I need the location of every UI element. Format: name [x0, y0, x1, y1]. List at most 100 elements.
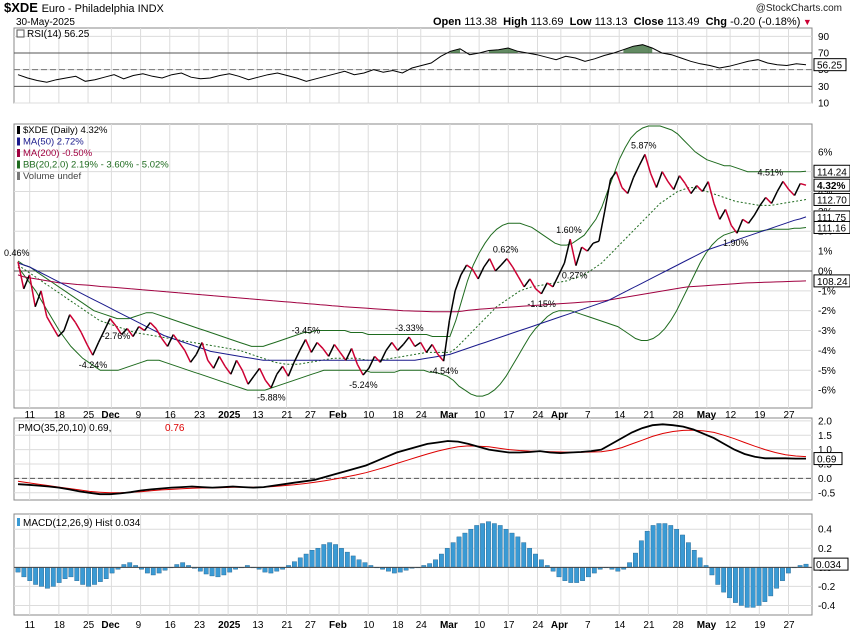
macd-hist-bar	[674, 529, 680, 568]
price-right-tag	[813, 274, 850, 288]
price-segment	[512, 266, 520, 278]
macd-tick-label: -0.2	[818, 582, 836, 593]
price-segment	[23, 274, 31, 290]
macd-hist-bar	[21, 567, 27, 578]
macd-hist-bar	[297, 557, 303, 568]
macd-hist-bar	[750, 567, 756, 608]
macd-hist-bar	[80, 567, 86, 585]
price-segment	[442, 320, 451, 362]
price-segment	[569, 239, 577, 266]
macd-last-value-tag	[813, 557, 849, 571]
macd-x-label: 19	[754, 620, 766, 631]
ma50-line	[17, 216, 807, 361]
price-segment	[270, 373, 278, 389]
low-value: 113.13	[594, 16, 628, 28]
macd-hist-bar	[350, 555, 356, 568]
chart-date: 30-May-2025	[16, 17, 75, 28]
price-x-label: 7	[585, 410, 591, 421]
macd-x-label: 25	[83, 620, 95, 631]
macd-hist-bar	[92, 567, 97, 585]
price-segment	[609, 171, 617, 181]
bb-middle-line	[17, 187, 807, 365]
macd-hist-bar	[327, 542, 333, 568]
price-segment	[592, 240, 600, 244]
price-segment	[264, 379, 272, 389]
macd-hist-bar	[333, 544, 338, 568]
macd-hist-bar	[433, 559, 438, 568]
pmo-legend-signal: 0.76	[165, 423, 185, 434]
volume-legend-label: Volume undef	[23, 171, 81, 182]
macd-hist-bar	[486, 521, 491, 568]
price-segment	[293, 350, 301, 363]
price-x-label: May	[697, 410, 717, 421]
price-segment	[408, 336, 416, 347]
low-label: Low	[569, 16, 592, 28]
macd-hist-bar	[780, 567, 785, 581]
price-x-label: Feb	[329, 410, 347, 421]
watermark: @StockCharts.com	[755, 3, 842, 14]
price-annotation: -5.24%	[349, 380, 378, 390]
price-segment	[28, 274, 36, 307]
price-segment	[149, 322, 157, 330]
price-segment	[759, 197, 767, 206]
price-segment	[368, 356, 376, 369]
rsi-legend-box	[16, 29, 25, 38]
pmo-signal-line	[17, 429, 807, 494]
price-segment	[276, 365, 284, 375]
price-segment	[138, 325, 145, 332]
price-segment	[97, 330, 105, 343]
macd-hist-bar	[733, 567, 738, 603]
price-segment	[535, 288, 542, 295]
macd-hist-bar	[74, 567, 80, 581]
macd-hist-bar	[156, 567, 162, 574]
price-segment	[793, 183, 801, 196]
price-segment	[414, 341, 422, 348]
price-segment	[730, 224, 738, 234]
price-segment	[546, 282, 554, 288]
price-segment	[143, 322, 151, 331]
macd-hist-bar	[86, 567, 91, 587]
macd-hist-bar	[362, 562, 368, 568]
ma200-line	[17, 274, 807, 313]
price-segment	[523, 278, 531, 288]
macd-hist-bar	[691, 550, 697, 568]
price-segment	[374, 355, 381, 363]
macd-hist-bar	[315, 548, 321, 568]
price-segment	[667, 181, 675, 190]
price-segment	[736, 219, 744, 234]
price-segment	[765, 196, 773, 204]
price-x-label: 10	[474, 410, 486, 421]
macd-hist-bar	[303, 553, 309, 568]
macd-hist-bar	[386, 567, 391, 572]
price-segment	[34, 290, 42, 307]
price-segment	[310, 342, 318, 353]
price-annotation: -3.33%	[395, 323, 424, 333]
price-right-tag-label: 108.24	[817, 277, 848, 288]
price-segment	[431, 344, 439, 355]
macd-hist-bar	[33, 567, 39, 585]
price-right-tag-label: 111.75	[817, 213, 847, 224]
macd-hist-bar	[56, 567, 62, 583]
price-tick-label: -4%	[818, 346, 836, 357]
price-segment	[235, 359, 243, 371]
chg-value: -0.20 (-0.18%)	[730, 16, 801, 28]
panel-frame-pmo	[13, 417, 813, 501]
price-x-label: 21	[643, 410, 655, 421]
macd-hist-bar	[662, 523, 668, 568]
price-segment	[155, 328, 163, 339]
price-segment	[345, 348, 353, 361]
close-label: Close	[633, 16, 664, 28]
price-segment	[719, 209, 727, 220]
macd-hist-bar	[391, 567, 397, 574]
macd-x-label: 18	[392, 620, 404, 631]
pmo-last-value-tag	[813, 452, 843, 466]
price-segment	[448, 290, 456, 321]
bb-lower-line	[17, 227, 807, 397]
macd-x-label: 14	[614, 620, 626, 631]
price-segment	[460, 264, 468, 276]
macd-tick-label: -0.4	[818, 601, 836, 612]
price-x-label: 21	[282, 410, 294, 421]
price-segment	[621, 187, 629, 195]
macd-hist-bar	[615, 567, 621, 572]
